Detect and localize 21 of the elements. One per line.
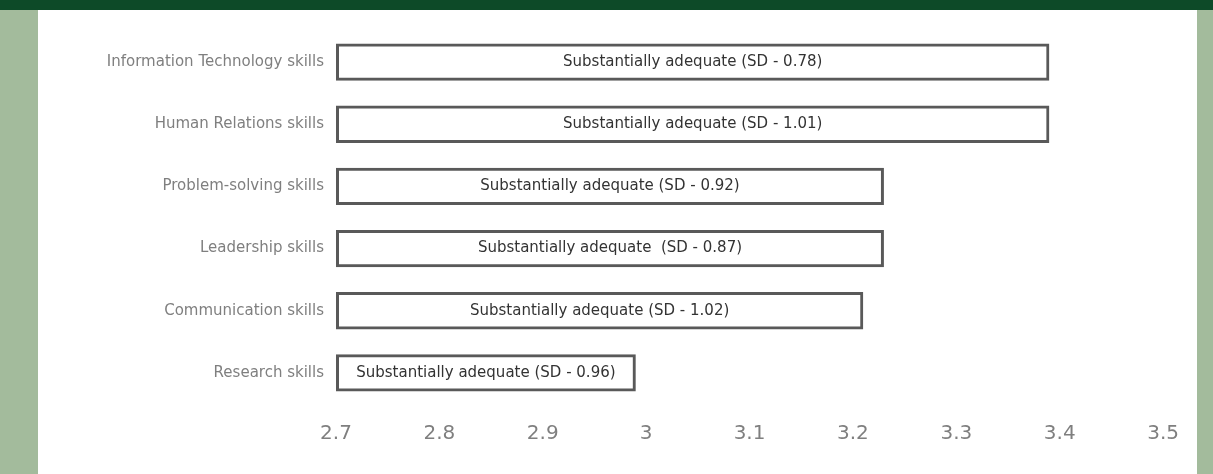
x-tick-label: 3.5 [1147,420,1179,445]
annotation: Substantially adequate (SD - 0.96) [356,362,616,381]
x-tick-label: 3.4 [1043,420,1076,445]
annotation: Substantially adequate (SD - 0.87) [477,238,743,257]
y-tick-label: Problem-solving skills [162,176,325,195]
y-tick-label: Research skills [213,362,325,381]
x-tick-label: 3.3 [940,420,973,445]
y-tick-label: Leadership skills [199,238,325,257]
x-tick-label: 3.1 [733,420,766,445]
annotation: Substantially adequate (SD - 0.78) [563,51,823,70]
x-tick-label: 3 [639,420,653,445]
y-tick-label: Information Technology skills [106,51,325,70]
x-tick-label: 2.8 [423,420,456,445]
x-tick-label: 2.7 [320,420,352,445]
x-tick-label: 2.9 [526,420,559,445]
y-tick-label: Communication skills [164,300,325,319]
annotation: Substantially adequate (SD - 0.92) [480,176,740,195]
annotation: Substantially adequate (SD - 1.02) [469,300,730,319]
annotation: Substantially adequate (SD - 1.01) [563,114,823,133]
y-tick-label: Human Relations skills [154,114,325,133]
x-tick-label: 3.2 [837,420,869,445]
